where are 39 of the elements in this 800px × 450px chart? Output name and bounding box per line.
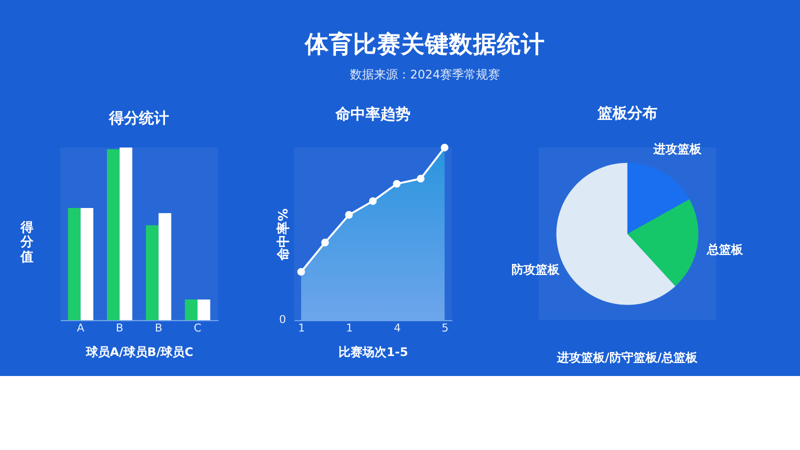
- point: [297, 268, 305, 276]
- bar: [106, 149, 120, 320]
- bar: [146, 225, 159, 320]
- x-axis-title: 球员A/球员B/球员C: [84, 345, 194, 360]
- chart-title: 命中率趋势: [334, 105, 410, 124]
- chart-title: 得分统计: [108, 110, 170, 127]
- chart-title: 篮板分布: [596, 105, 658, 122]
- slice-label: 进攻篮板: [652, 142, 702, 156]
- x-tick-label: 5: [442, 322, 449, 335]
- y-axis-title: 命中率%: [276, 208, 292, 262]
- bar: [80, 208, 94, 320]
- text: 0: [279, 313, 286, 326]
- slice-label: 防攻篮板: [511, 262, 560, 277]
- x-tick-label: 1: [298, 322, 306, 335]
- y-axis-title: 得分值: [20, 220, 35, 265]
- point: [345, 211, 353, 219]
- point: [440, 144, 448, 152]
- x-tick-label: A: [76, 322, 85, 335]
- slice-label: 总篮板: [706, 242, 744, 257]
- text: 进攻篮板/防守篮板/总篮板: [556, 350, 699, 365]
- text: 数据来源：2024赛季常规赛: [350, 68, 500, 82]
- point: [392, 180, 401, 188]
- bar: [120, 148, 132, 320]
- x-axis-title: 比赛场次1-5: [338, 345, 408, 360]
- x-tick-label: B: [154, 322, 162, 335]
- point: [321, 238, 329, 246]
- x-tick-label: 4: [394, 322, 401, 335]
- bar: [158, 213, 172, 320]
- bar: [68, 208, 81, 320]
- pie-slice: [627, 162, 690, 234]
- point: [416, 174, 425, 182]
- bar: [184, 299, 198, 320]
- x-tick-label: B: [116, 322, 124, 335]
- text: 体育比赛关键数据统计: [304, 30, 546, 58]
- point: [369, 197, 377, 205]
- pie-slice: [627, 199, 698, 286]
- bar: [198, 299, 210, 320]
- x-tick-label: C: [194, 322, 202, 335]
- x-tick-label: 1: [346, 322, 353, 335]
